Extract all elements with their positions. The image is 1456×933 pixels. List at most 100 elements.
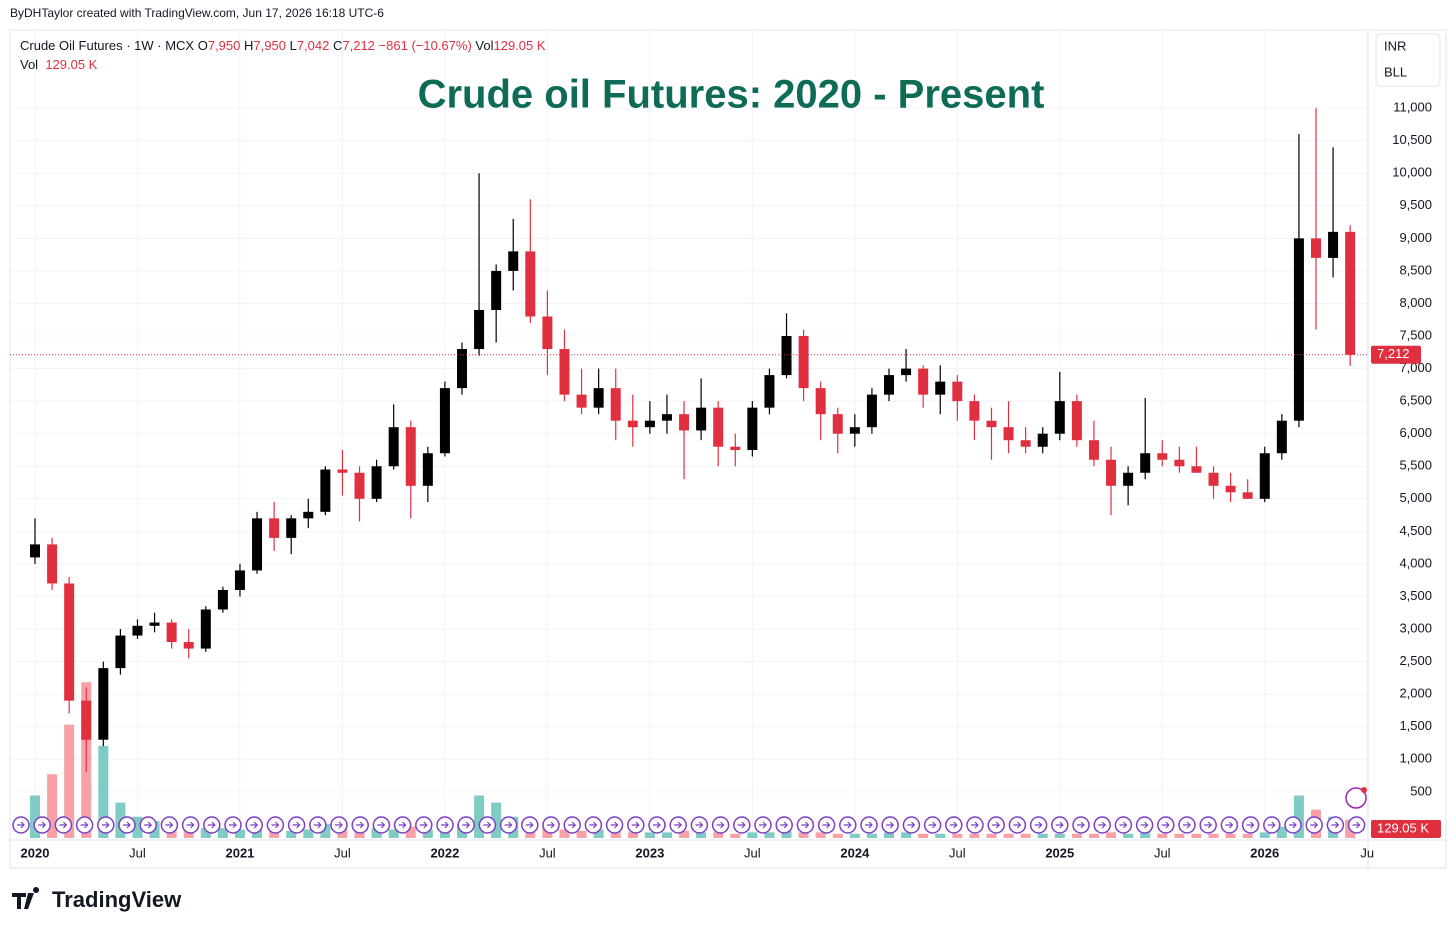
- event-icon-arrow: [17, 821, 25, 829]
- volume-bar: [1088, 833, 1099, 838]
- candle-body: [832, 414, 843, 434]
- volume-bar: [525, 823, 536, 838]
- ohlc-key: O: [197, 38, 208, 53]
- legend-volume: Vol 129.05 K: [20, 57, 97, 72]
- y-tick-label: 6,500: [1399, 393, 1432, 408]
- volume-bar: [439, 829, 450, 838]
- event-icon: [1093, 816, 1111, 834]
- candle-body: [1106, 459, 1117, 486]
- candle-body: [405, 427, 416, 486]
- event-icon: [521, 816, 539, 834]
- y-tick-label: 6,000: [1399, 425, 1432, 440]
- candle-body: [627, 420, 638, 428]
- event-icon-arrow: [419, 821, 428, 829]
- event-icon: [966, 816, 984, 834]
- candle-body: [969, 401, 980, 421]
- event-icon: [1008, 816, 1027, 834]
- x-tick-label: 2023: [635, 845, 664, 860]
- candle-body: [149, 622, 160, 626]
- volume-bar: [132, 816, 143, 838]
- candle-body: [661, 414, 672, 421]
- event-icon: [75, 816, 94, 834]
- candle-body: [1157, 453, 1168, 460]
- event-icon: [839, 816, 857, 834]
- event-icon-arrow: [695, 821, 704, 829]
- volume-bar: [764, 832, 775, 838]
- candle-body: [217, 589, 228, 610]
- event-icon-arrow: [1034, 821, 1043, 829]
- event-icon-arrow: [356, 821, 365, 829]
- y-tick-label: 4,000: [1399, 555, 1432, 570]
- volume-bar: [576, 830, 587, 838]
- volume-bar: [64, 724, 75, 838]
- volume-bar: [627, 832, 638, 838]
- legend-vol-value: 129.05 K: [45, 57, 98, 72]
- volume-bar: [269, 830, 280, 838]
- legend-vol-key: Vol: [475, 38, 494, 53]
- volume-bar: [918, 833, 929, 838]
- event-icon: [1220, 816, 1239, 834]
- volume-bar: [542, 826, 553, 838]
- volume-bar: [832, 833, 843, 838]
- event-icon: [139, 816, 157, 834]
- event-icon-arrow: [1310, 821, 1319, 829]
- ohlc-key: L: [289, 38, 297, 53]
- event-icon: [1305, 816, 1323, 834]
- event-icon-arrow: [1161, 821, 1170, 829]
- volume-bar: [371, 828, 382, 838]
- event-icon-arrow: [1098, 821, 1107, 829]
- candle-body: [1311, 238, 1321, 258]
- volume-bar: [1123, 833, 1134, 838]
- event-icon: [436, 816, 454, 834]
- event-icon-arrow: [1055, 821, 1064, 829]
- x-tick-label: Jul: [1154, 845, 1171, 860]
- event-icon: [987, 816, 1005, 834]
- event-icon: [881, 816, 899, 834]
- event-icon: [690, 816, 709, 834]
- event-icon-arrow: [949, 821, 958, 829]
- volume-bar: [405, 826, 416, 838]
- candle-body: [1174, 459, 1185, 467]
- legend-change: −861 (−10.67%): [378, 38, 472, 53]
- candle-body: [918, 368, 929, 395]
- candle-body: [1071, 401, 1082, 441]
- candle-body: [286, 518, 297, 538]
- event-icon-arrow: [928, 821, 937, 829]
- event-icon-arrow: [1352, 821, 1361, 829]
- candle-body: [1328, 231, 1339, 258]
- event-icon-arrow: [886, 821, 895, 829]
- event-icon-arrow: [716, 821, 725, 829]
- volume-bar: [149, 821, 160, 838]
- event-icon: [1135, 816, 1154, 834]
- event-icon: [118, 816, 136, 834]
- event-icon: [330, 816, 348, 834]
- event-icon-arrow: [165, 821, 174, 829]
- candle-body: [491, 270, 502, 310]
- event-icon-arrow: [186, 821, 195, 829]
- candle-body: [935, 381, 946, 395]
- candle-body: [593, 388, 604, 408]
- unit-box: [1375, 33, 1441, 87]
- event-icon-arrow: [865, 821, 873, 829]
- event-icon: [1114, 816, 1133, 834]
- volume-bar: [1037, 833, 1048, 838]
- candle-body: [30, 544, 40, 558]
- candle-body: [849, 427, 860, 434]
- volume-bar: [252, 829, 263, 838]
- y-tick-label: 10,000: [1392, 165, 1432, 180]
- volume-bar: [1208, 833, 1219, 838]
- x-tick-label: Jul: [129, 845, 146, 860]
- candle-body: [713, 407, 724, 447]
- y-tick-label: 3,000: [1399, 620, 1432, 635]
- y-tick-label: 3,500: [1399, 588, 1432, 603]
- candle-body: [422, 453, 433, 486]
- candle-body: [815, 388, 826, 415]
- candle-body: [747, 407, 758, 450]
- volume-bar: [610, 830, 621, 838]
- candle-body: [866, 394, 877, 428]
- y-tick-label: 5,500: [1399, 458, 1432, 473]
- candle-body: [269, 518, 280, 538]
- volume-bar: [183, 826, 194, 838]
- candle-body: [610, 388, 621, 421]
